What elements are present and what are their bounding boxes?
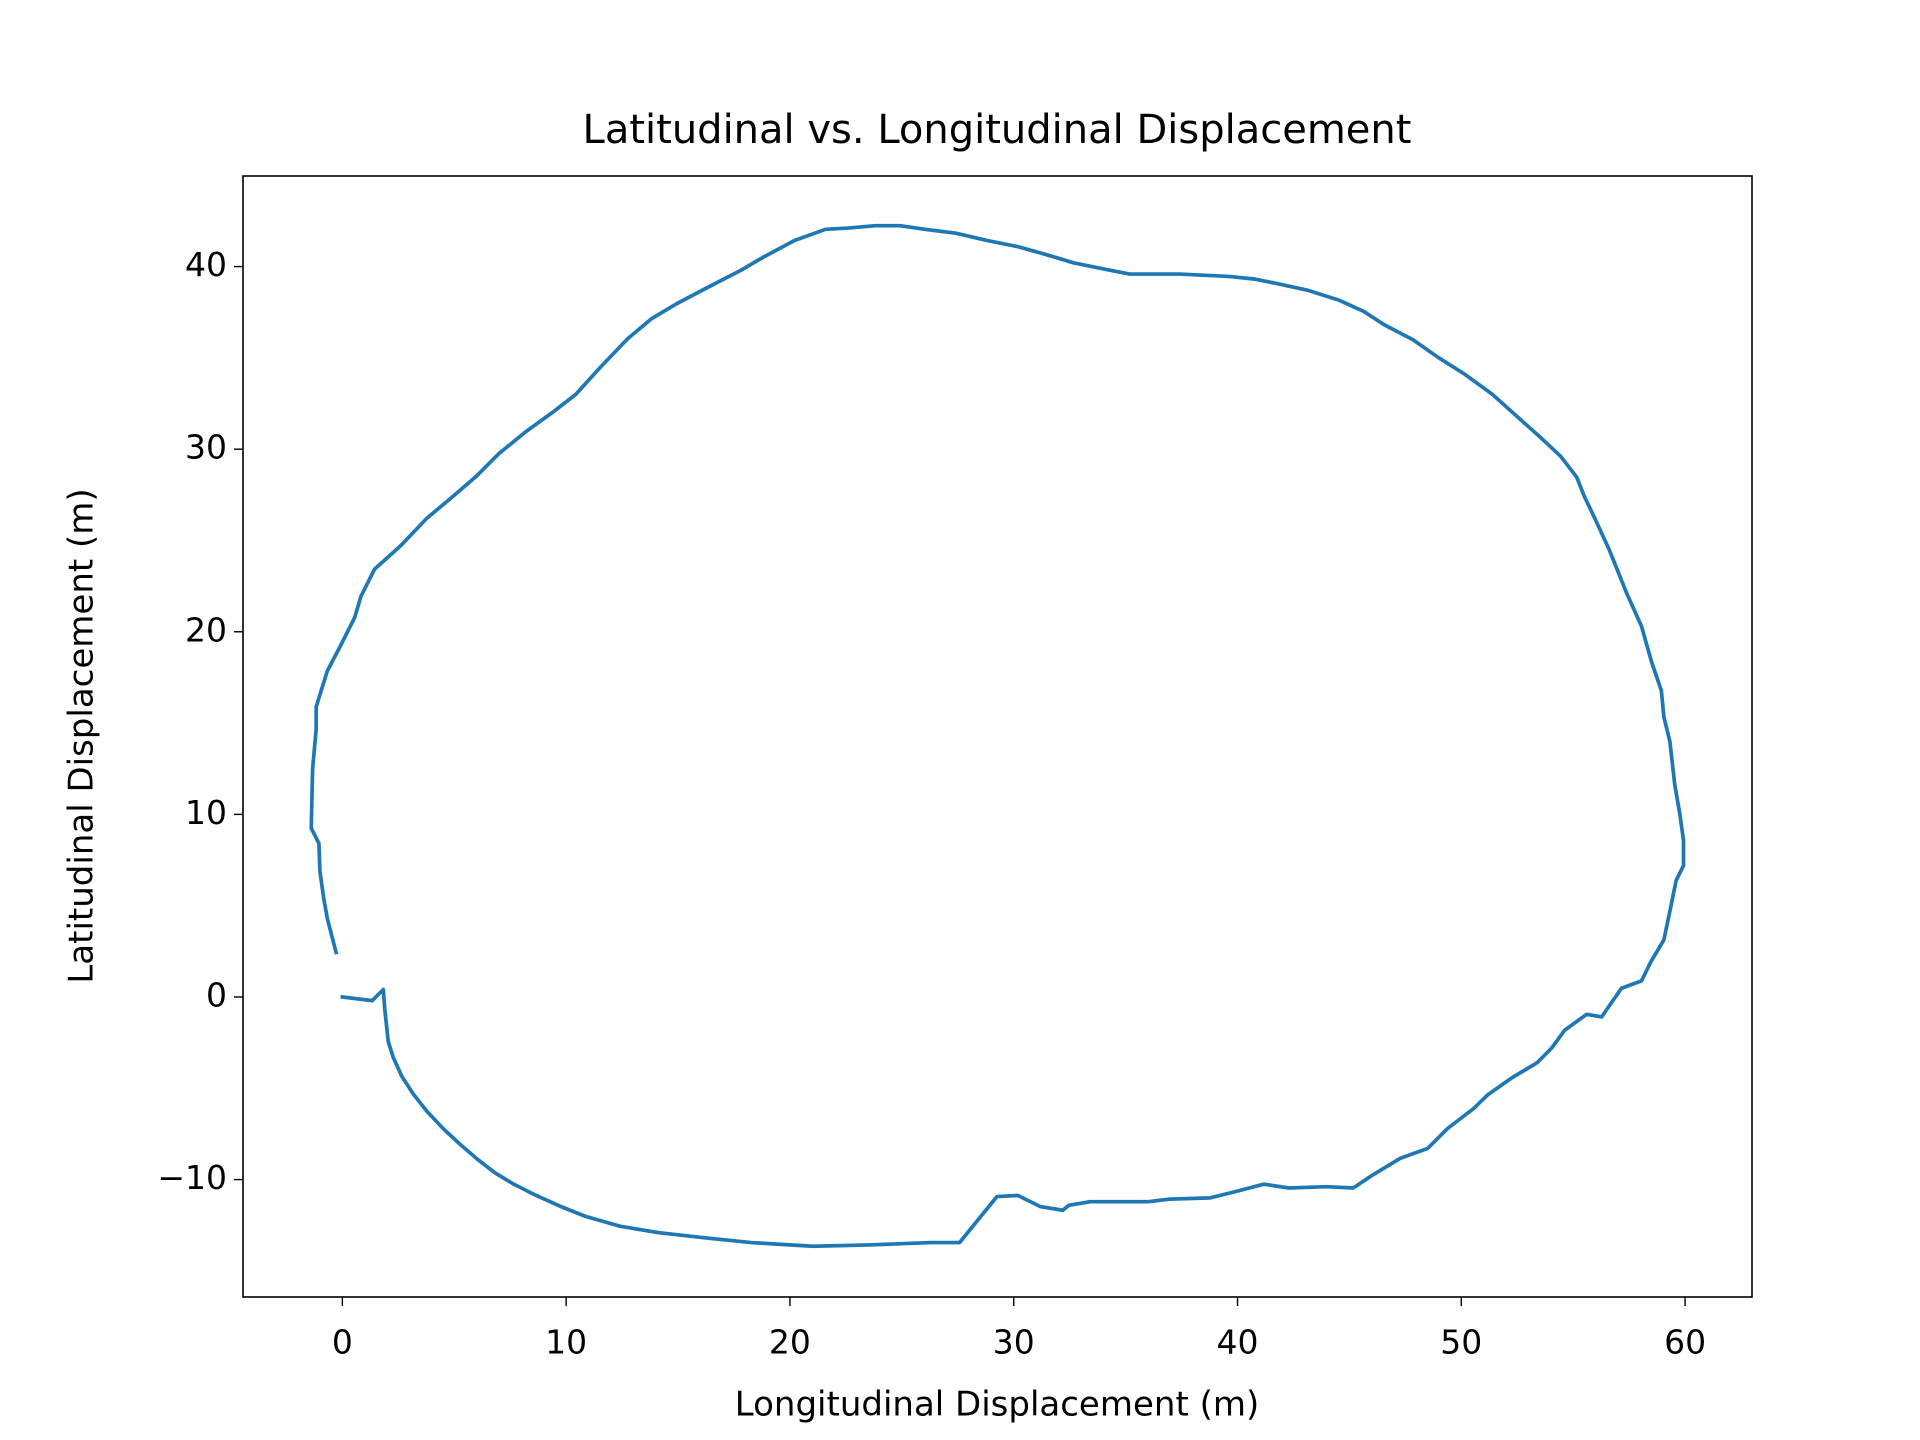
y-tick-label: −10: [157, 1158, 227, 1197]
y-tick-label: 40: [185, 245, 227, 284]
x-tick-label: 10: [545, 1323, 587, 1362]
y-tick-label: 20: [185, 610, 227, 649]
chart-title: Latitudinal vs. Longitudinal Displacemen…: [583, 107, 1412, 153]
y-tick-label: 10: [185, 793, 227, 832]
x-tick-label: 30: [993, 1323, 1035, 1362]
x-axis-label: Longitudinal Displacement (m): [735, 1385, 1259, 1425]
x-tick-label: 60: [1664, 1323, 1706, 1362]
data-line: [309, 223, 1686, 1249]
y-axis-label: Latitudinal Displacement (m): [62, 488, 102, 983]
x-tick-label: 20: [769, 1323, 811, 1362]
x-tick-label: 40: [1217, 1323, 1259, 1362]
x-tick-label: 50: [1440, 1323, 1482, 1362]
plot-frame: [242, 175, 1753, 1298]
y-tick-label: 0: [206, 975, 227, 1014]
x-tick-label: 0: [332, 1323, 353, 1362]
y-tick-label: 30: [185, 428, 227, 467]
